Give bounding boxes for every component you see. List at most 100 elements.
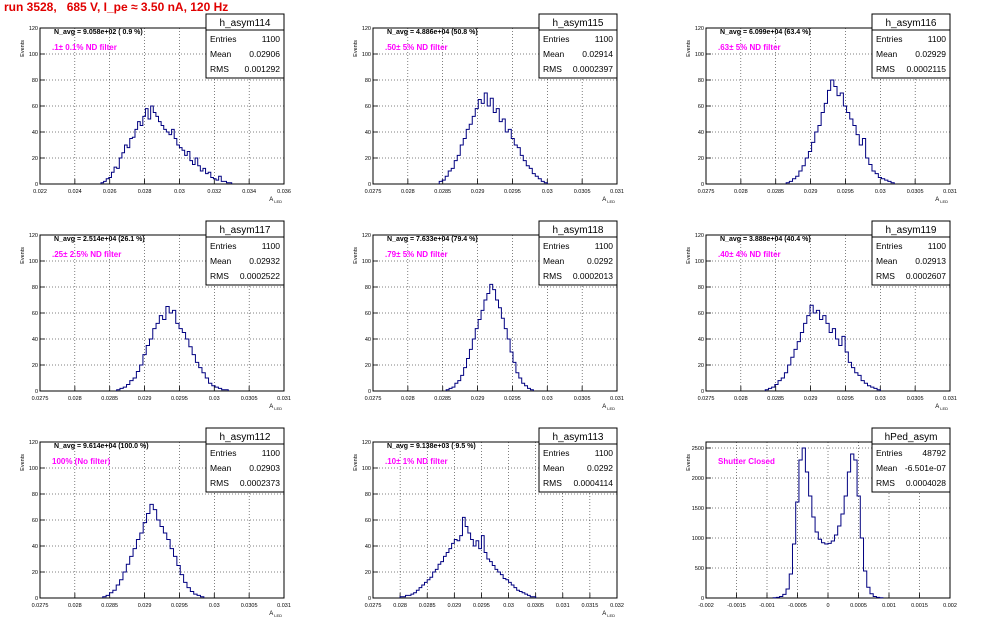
histogram-bin [789, 181, 792, 184]
x-tick-label: 0.0275 [32, 396, 49, 402]
navg-label: N_avg = 2.514e+04 (26.1 %) [54, 236, 145, 243]
y-tick-label: 40 [365, 544, 371, 550]
x-tick-label: 0.0285 [101, 603, 118, 609]
x-axis-label-sub: LED [274, 613, 282, 618]
histogram-bin [780, 597, 783, 599]
x-tick-label: 0.028 [401, 189, 415, 195]
y-tick-label: 100 [362, 52, 371, 58]
x-tick-label: -0.002 [698, 603, 714, 609]
histogram-line [445, 283, 534, 391]
y-tick-label: 0 [35, 596, 38, 602]
histogram-line [785, 79, 895, 184]
histogram-bin [525, 594, 528, 598]
histogram-bin [132, 137, 135, 184]
histogram-bin [864, 571, 867, 598]
histogram-bin [416, 590, 419, 598]
histogram-bin [462, 517, 465, 598]
histogram-bin [140, 365, 143, 391]
histogram-bin [496, 300, 499, 391]
histogram-bin [812, 142, 815, 184]
x-tick-label: 0.028 [68, 396, 82, 402]
histogram-bin [853, 126, 856, 185]
histogram-bin [495, 569, 498, 598]
histogram-bin [797, 342, 800, 391]
stats-mean-label: Mean [543, 463, 565, 473]
histogram-bin [192, 355, 195, 391]
histogram-line [399, 516, 537, 598]
histogram-bin [877, 390, 880, 391]
histogram-bin [151, 106, 154, 184]
x-axis-label: ALED [602, 611, 615, 618]
x-tick-label: 0.0295 [473, 603, 490, 609]
stats-entries-value: 1100 [262, 241, 281, 251]
y-tick-label: 100 [29, 52, 38, 58]
histogram-bin [821, 113, 824, 185]
histogram-bin [772, 387, 775, 391]
y-tick-label: 0 [701, 596, 704, 602]
histogram-bin [490, 98, 493, 184]
stats-mean-label: Mean [543, 256, 565, 266]
stats-title: h_asym116 [886, 18, 937, 29]
histogram-bin [427, 580, 430, 598]
histogram-bin [195, 362, 198, 391]
plot-area: 0.0275 0.028 0.0285 0.029 0.0295 0.03 0.0305 0.… [686, 13, 957, 204]
histogram-bin [861, 381, 864, 391]
histogram-bin [514, 588, 517, 598]
filter-annotation: .50± 5% ND filter [385, 43, 448, 52]
navg-label: N_avg = 4.886e+04 (50.8 %) [387, 29, 478, 36]
x-tick-label: 0.024 [68, 189, 82, 195]
histogram-bin [808, 152, 811, 185]
plot-area: 0.0275 0.028 0.0285 0.029 0.0295 0.03 0.0305 0.… [686, 220, 957, 411]
histogram-bin [838, 526, 841, 598]
navg-label: N_avg = 6.099e+04 (63.4 %) [720, 29, 811, 36]
stats-title: h_asym114 [220, 18, 271, 29]
histogram-bin [478, 320, 481, 392]
x-tick-label: 0.036 [277, 189, 291, 195]
histogram-bin [172, 310, 175, 391]
histogram-line [116, 306, 229, 391]
histogram-bin [882, 179, 885, 184]
histogram-bin [411, 594, 414, 598]
stats-entries-label: Entries [543, 241, 569, 251]
histogram-bin [827, 90, 830, 184]
histogram-bin [169, 135, 172, 184]
x-tick-label: 0.03 [542, 189, 553, 195]
x-tick-label: 0.0295 [837, 189, 854, 195]
histogram-bin [206, 174, 209, 184]
histogram-bin [127, 148, 130, 184]
x-tick-label: 0.0285 [767, 189, 784, 195]
x-tick-label: 0.0275 [365, 189, 382, 195]
filter-annotation: Shutter Closed [718, 457, 775, 466]
histogram-bin [452, 543, 455, 598]
x-tick-label: 0.0295 [837, 396, 854, 402]
histogram-bin [106, 595, 109, 598]
histogram-bin [823, 316, 826, 391]
histogram-bin [208, 172, 211, 184]
filter-annotation: .40± 4% ND filter [718, 250, 781, 259]
histogram-bin [465, 527, 468, 599]
histogram-bin [193, 165, 196, 185]
y-tick-label: 100 [362, 259, 371, 265]
histogram-bin [520, 155, 523, 184]
y-tick-label: 0 [368, 182, 371, 188]
histogram-bin [541, 181, 544, 184]
histogram-bin [146, 346, 149, 392]
stats-rms-value: 0.0002522 [240, 271, 280, 281]
x-tick-label: 0.034 [242, 189, 256, 195]
histogram-bin [116, 585, 119, 598]
histogram-bin [831, 541, 834, 598]
histogram-bin [164, 129, 167, 184]
histogram-bin [467, 359, 470, 392]
y-tick-label: 20 [698, 156, 704, 162]
histogram-bin [847, 113, 850, 185]
histogram-bin [493, 113, 496, 185]
histogram-bin [120, 388, 123, 391]
x-tick-label: 0.0305 [907, 189, 924, 195]
x-tick-label: 0.028 [68, 603, 82, 609]
histogram-bin [862, 139, 865, 185]
histogram-bin [133, 549, 136, 598]
histogram-bin [117, 390, 120, 391]
y-tick-label: 80 [365, 285, 371, 291]
x-tick-label: 0.0275 [698, 396, 715, 402]
histogram-line [772, 447, 884, 599]
